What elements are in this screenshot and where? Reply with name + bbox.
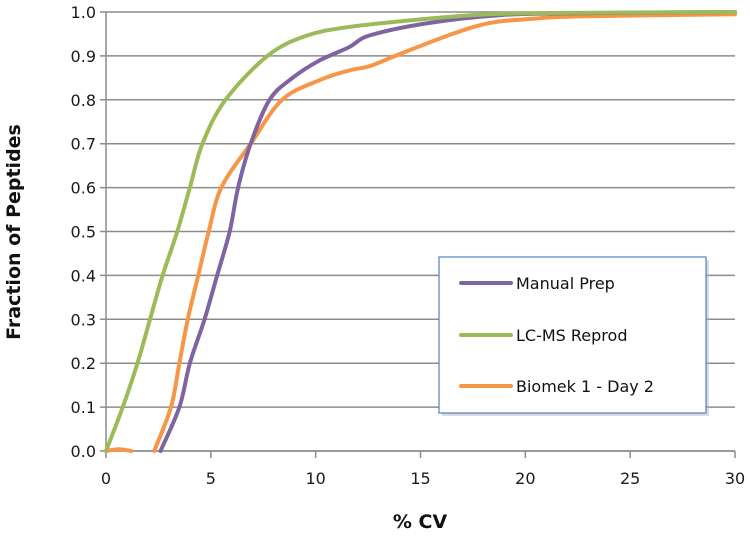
- x-tick-label: 5: [206, 469, 216, 488]
- series-line-lc-ms-reprod: [104, 10, 737, 453]
- series-line-biomek-1-day-2-segment: [104, 447, 134, 453]
- series-lines: [104, 10, 737, 453]
- y-tick-label: 0.8: [71, 91, 96, 110]
- y-tick-label: 0.6: [71, 179, 96, 198]
- y-tick-label: 0.3: [71, 310, 96, 329]
- y-tick-label: 0.9: [71, 47, 96, 66]
- x-tick-label: 30: [725, 469, 745, 488]
- legend-label-manual-prep: Manual Prep: [516, 274, 615, 293]
- x-tick-label: 20: [515, 469, 535, 488]
- y-axis-title: Fraction of Peptides: [3, 124, 25, 340]
- legend-label-biomek-1-day-2: Biomek 1 - Day 2: [516, 377, 654, 396]
- x-axis-title: % CV: [393, 511, 448, 533]
- y-tick-label: 0.1: [71, 398, 96, 417]
- y-tick-label: 1.0: [71, 3, 96, 22]
- x-tick-labels: 0 5 10 15 20 25 30: [101, 451, 745, 488]
- y-tick-label: 0.2: [71, 354, 96, 373]
- x-tick-label: 10: [305, 469, 325, 488]
- y-tick-label: 0.7: [71, 135, 96, 154]
- x-tick-label: 0: [101, 469, 111, 488]
- gridlines: [100, 11, 735, 452]
- y-tick-label: 0.5: [71, 223, 96, 242]
- x-tick-label: 15: [410, 469, 430, 488]
- legend-label-lc-ms-reprod: LC-MS Reprod: [516, 326, 627, 345]
- y-tick-label: 0.0: [71, 442, 96, 461]
- series-line-biomek-1-day-2: [152, 12, 737, 453]
- y-tick-label: 0.4: [71, 266, 96, 285]
- legend: Manual Prep LC-MS Reprod Biomek 1 - Day …: [438, 256, 709, 416]
- x-tick-label: 25: [620, 469, 640, 488]
- y-tick-labels: 0.0 0.1 0.2 0.3 0.4 0.5 0.6 0.7 0.8 0.9 1.0: [71, 3, 96, 461]
